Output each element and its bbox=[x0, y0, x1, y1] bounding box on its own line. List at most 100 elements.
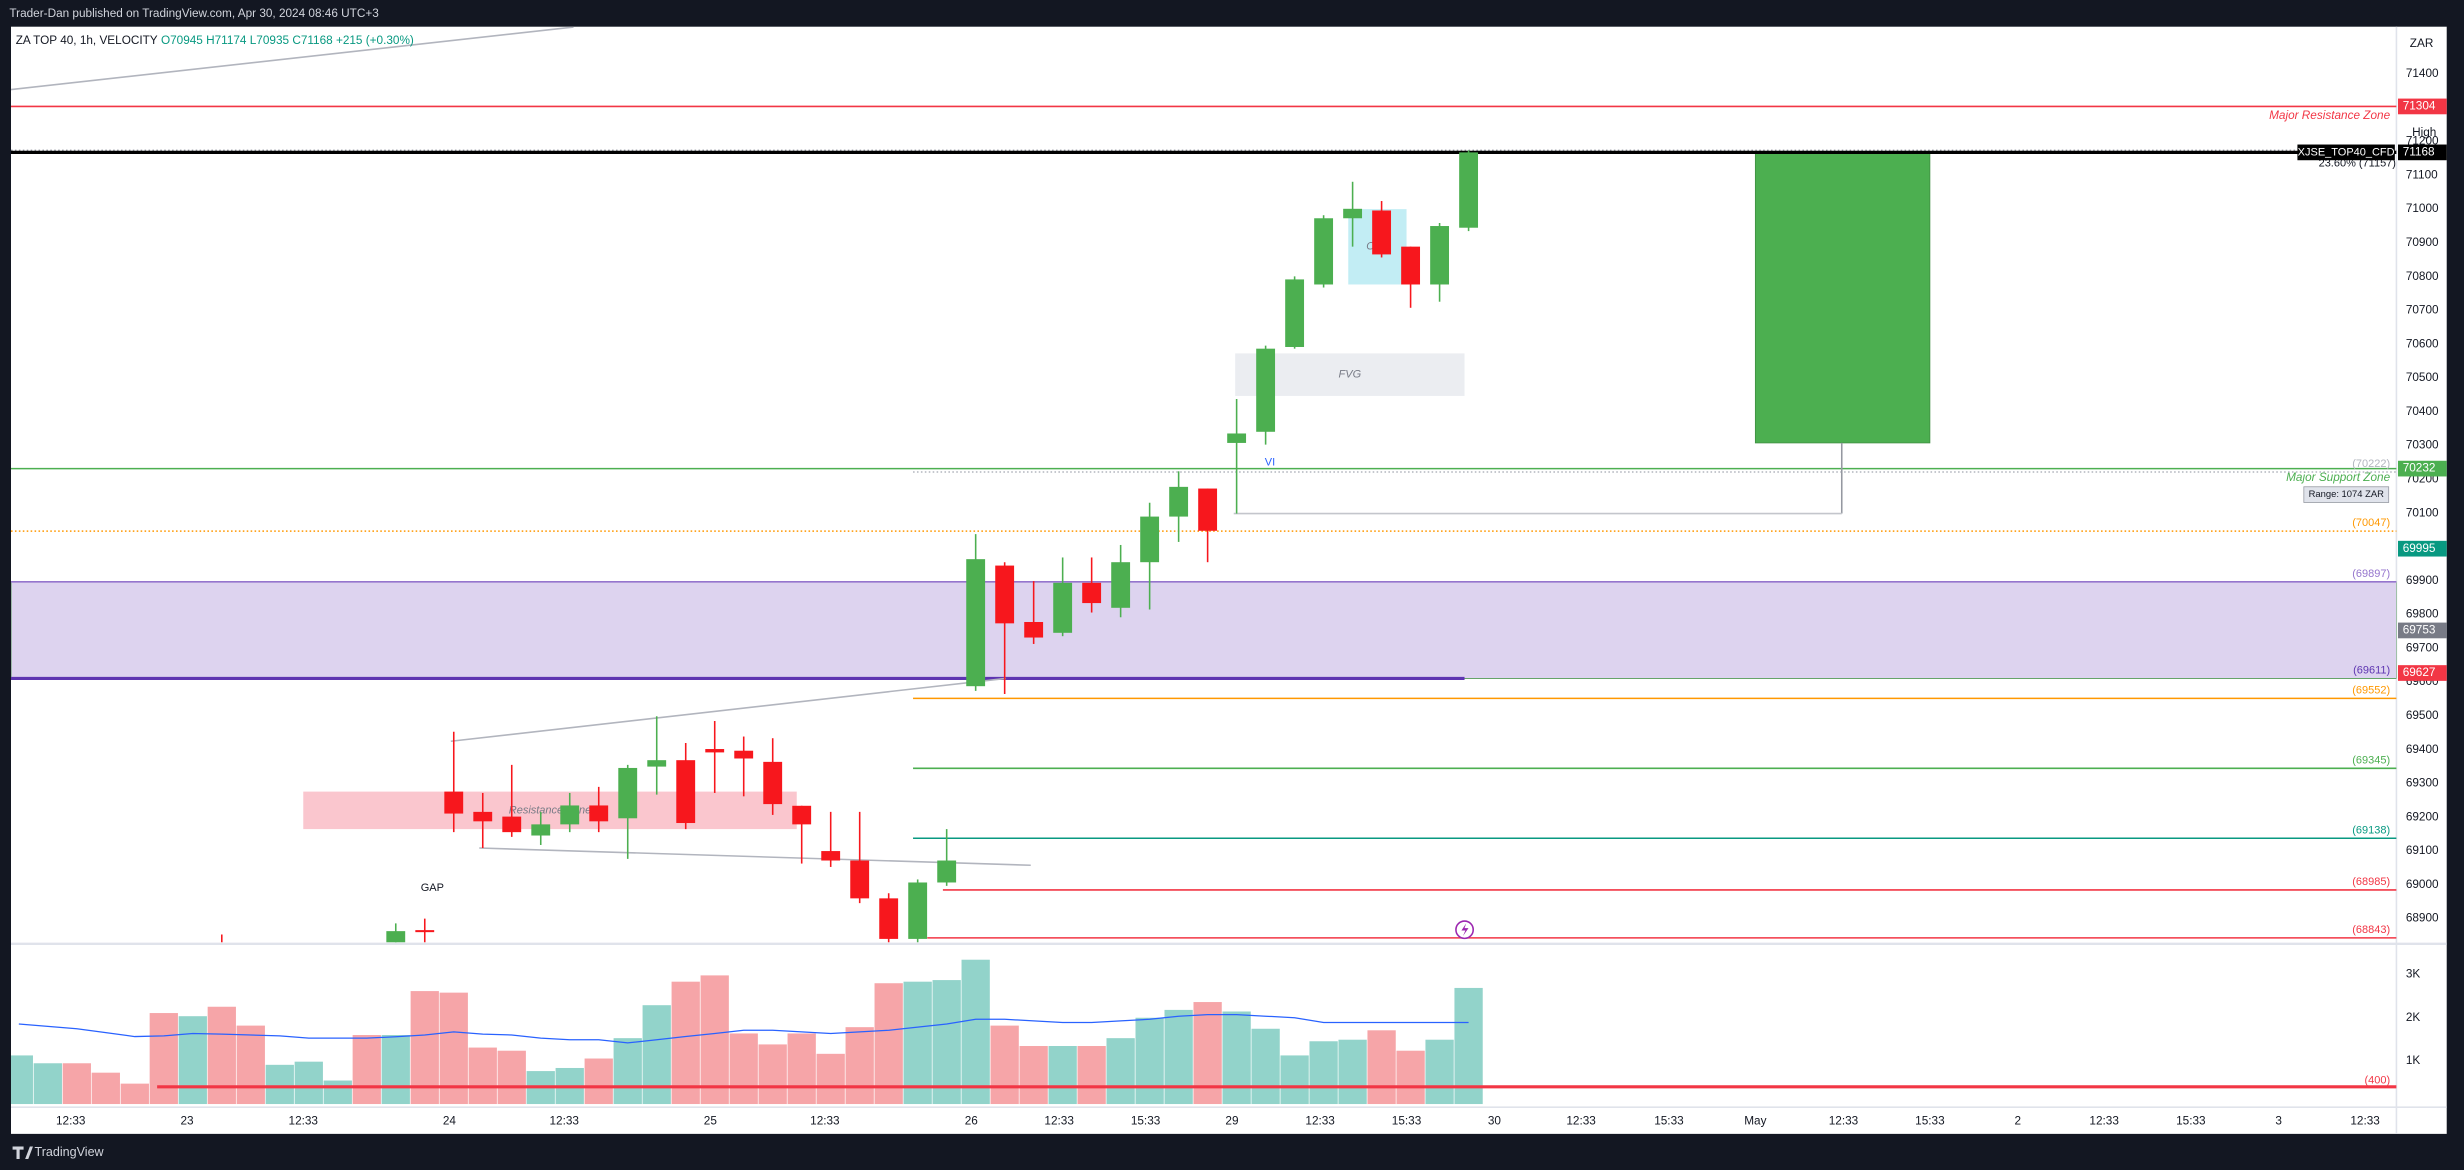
x-tick-label: 26 bbox=[965, 1114, 979, 1127]
volume-bar bbox=[265, 1064, 294, 1105]
volume-bar bbox=[1019, 1046, 1048, 1105]
y-tick-label: 69800 bbox=[2406, 608, 2439, 621]
x-tick-label: 12:33 bbox=[56, 1114, 86, 1127]
volume-bar bbox=[1454, 987, 1483, 1105]
volume-bar bbox=[642, 1005, 671, 1105]
volume-bar bbox=[787, 1033, 816, 1105]
brand-logo bbox=[12, 1146, 33, 1160]
volume-bar bbox=[381, 1035, 410, 1105]
candle-body bbox=[560, 805, 580, 825]
candle-body bbox=[763, 761, 783, 805]
candle-body bbox=[444, 791, 464, 814]
candle-body bbox=[1227, 433, 1247, 443]
candle-body bbox=[473, 811, 493, 822]
volume-bar bbox=[1280, 1055, 1309, 1105]
candle-body bbox=[734, 750, 754, 759]
price-tag: 71304 bbox=[2403, 100, 2436, 113]
price-tag-box bbox=[2398, 98, 2447, 115]
candle-body bbox=[502, 816, 522, 833]
y-tick-label: 69200 bbox=[2406, 810, 2439, 823]
candle-body bbox=[1111, 562, 1131, 608]
volume-bar bbox=[729, 1033, 758, 1105]
price-tag: 69753 bbox=[2403, 624, 2436, 637]
volume-bar bbox=[1164, 1009, 1193, 1105]
candle-body bbox=[792, 805, 812, 825]
x-tick-label: 12:33 bbox=[1829, 1114, 1859, 1127]
volume-bar bbox=[294, 1061, 323, 1105]
price-tag-box bbox=[2398, 144, 2447, 161]
volume-bar bbox=[323, 1080, 352, 1105]
volume-bar bbox=[1106, 1038, 1135, 1105]
price-tag: 71168 bbox=[2403, 145, 2435, 158]
candle-body bbox=[1401, 246, 1421, 285]
y-tick-label: 71400 bbox=[2406, 67, 2439, 80]
price-tag-box bbox=[2398, 622, 2447, 639]
candle-body bbox=[937, 860, 957, 883]
volume-bar bbox=[207, 1006, 236, 1105]
note: VI bbox=[1265, 456, 1275, 468]
x-tick-label: 12:33 bbox=[2350, 1114, 2380, 1127]
x-tick-label: 12:33 bbox=[1044, 1114, 1074, 1127]
volume-bar bbox=[700, 975, 729, 1105]
volume-bar bbox=[990, 1025, 1019, 1105]
candle-body bbox=[1140, 516, 1160, 563]
candle-body bbox=[415, 930, 435, 933]
price-tag: 69995 bbox=[2403, 542, 2436, 555]
price-tag: 69627 bbox=[2403, 666, 2436, 679]
candle-body bbox=[618, 767, 638, 819]
candle-body bbox=[1256, 348, 1276, 432]
zone-label: FVG bbox=[1339, 369, 1362, 381]
level-label: (69345) bbox=[2352, 754, 2390, 766]
y-tick-label: 69700 bbox=[2406, 641, 2439, 654]
volume-bar bbox=[816, 1053, 845, 1105]
x-tick-label: 23 bbox=[180, 1114, 194, 1127]
x-tick-label: 12:33 bbox=[1566, 1114, 1596, 1127]
y-tick-label: 71200 bbox=[2406, 135, 2439, 148]
volume-bar bbox=[178, 1016, 207, 1105]
y-tick-label: 70100 bbox=[2406, 506, 2439, 519]
x-tick-label: 12:33 bbox=[1305, 1114, 1335, 1127]
volume-bar bbox=[932, 980, 961, 1105]
candle-body bbox=[1314, 218, 1334, 285]
ohlc-change: +215 (+0.30%) bbox=[336, 34, 414, 47]
volume-tick-label: 1K bbox=[2406, 1054, 2421, 1067]
zone bbox=[1754, 151, 1931, 444]
level-label: (70047) bbox=[2352, 517, 2390, 529]
x-tick-label: 15:33 bbox=[1654, 1114, 1684, 1127]
candle-body bbox=[1053, 582, 1073, 633]
candle-body bbox=[705, 749, 725, 753]
y-tick-label: 71000 bbox=[2406, 202, 2439, 215]
y-tick-label: 70400 bbox=[2406, 405, 2439, 418]
volume-bar bbox=[1396, 1050, 1425, 1105]
price-tag: 70232 bbox=[2403, 462, 2436, 475]
volume-bar bbox=[1367, 1030, 1396, 1105]
axes: 6890069000691006920069300694006950069600… bbox=[56, 67, 2447, 1127]
candle-body bbox=[966, 559, 986, 687]
volume-bar bbox=[903, 981, 932, 1105]
volume-bar bbox=[845, 1027, 874, 1105]
level-label: (69611) bbox=[2353, 664, 2390, 676]
x-tick-label: 15:33 bbox=[2176, 1114, 2206, 1127]
volume-bar bbox=[1048, 1046, 1077, 1105]
y-tick-label: 69900 bbox=[2406, 574, 2439, 587]
volume-bar bbox=[1077, 1046, 1106, 1105]
x-tick-label: 24 bbox=[443, 1114, 457, 1127]
volume-level-label: (400) bbox=[2364, 1074, 2390, 1086]
ohlc-open: O70945 bbox=[161, 34, 203, 47]
y-tick-label: 69400 bbox=[2406, 743, 2439, 756]
volume-bar bbox=[1425, 1039, 1454, 1105]
candle-body bbox=[821, 851, 841, 861]
note: Range: 1074 ZAR bbox=[2309, 488, 2385, 499]
volume-bar bbox=[91, 1072, 120, 1105]
volume-tick-label: 2K bbox=[2406, 1011, 2421, 1024]
level-label: (69138) bbox=[2352, 824, 2390, 836]
x-tick-label: 15:33 bbox=[1131, 1114, 1161, 1127]
alert-icon[interactable] bbox=[1455, 920, 1474, 940]
alert-bolt[interactable] bbox=[1461, 923, 1469, 936]
candle-body bbox=[647, 760, 667, 767]
level-label: (69897) bbox=[2352, 568, 2390, 580]
zone-label: Resistance Zone bbox=[509, 804, 591, 816]
symbol: ZA TOP 40, 1h, VELOCITY bbox=[16, 34, 158, 47]
volume-bar bbox=[613, 1038, 642, 1105]
candle-body bbox=[879, 898, 899, 939]
